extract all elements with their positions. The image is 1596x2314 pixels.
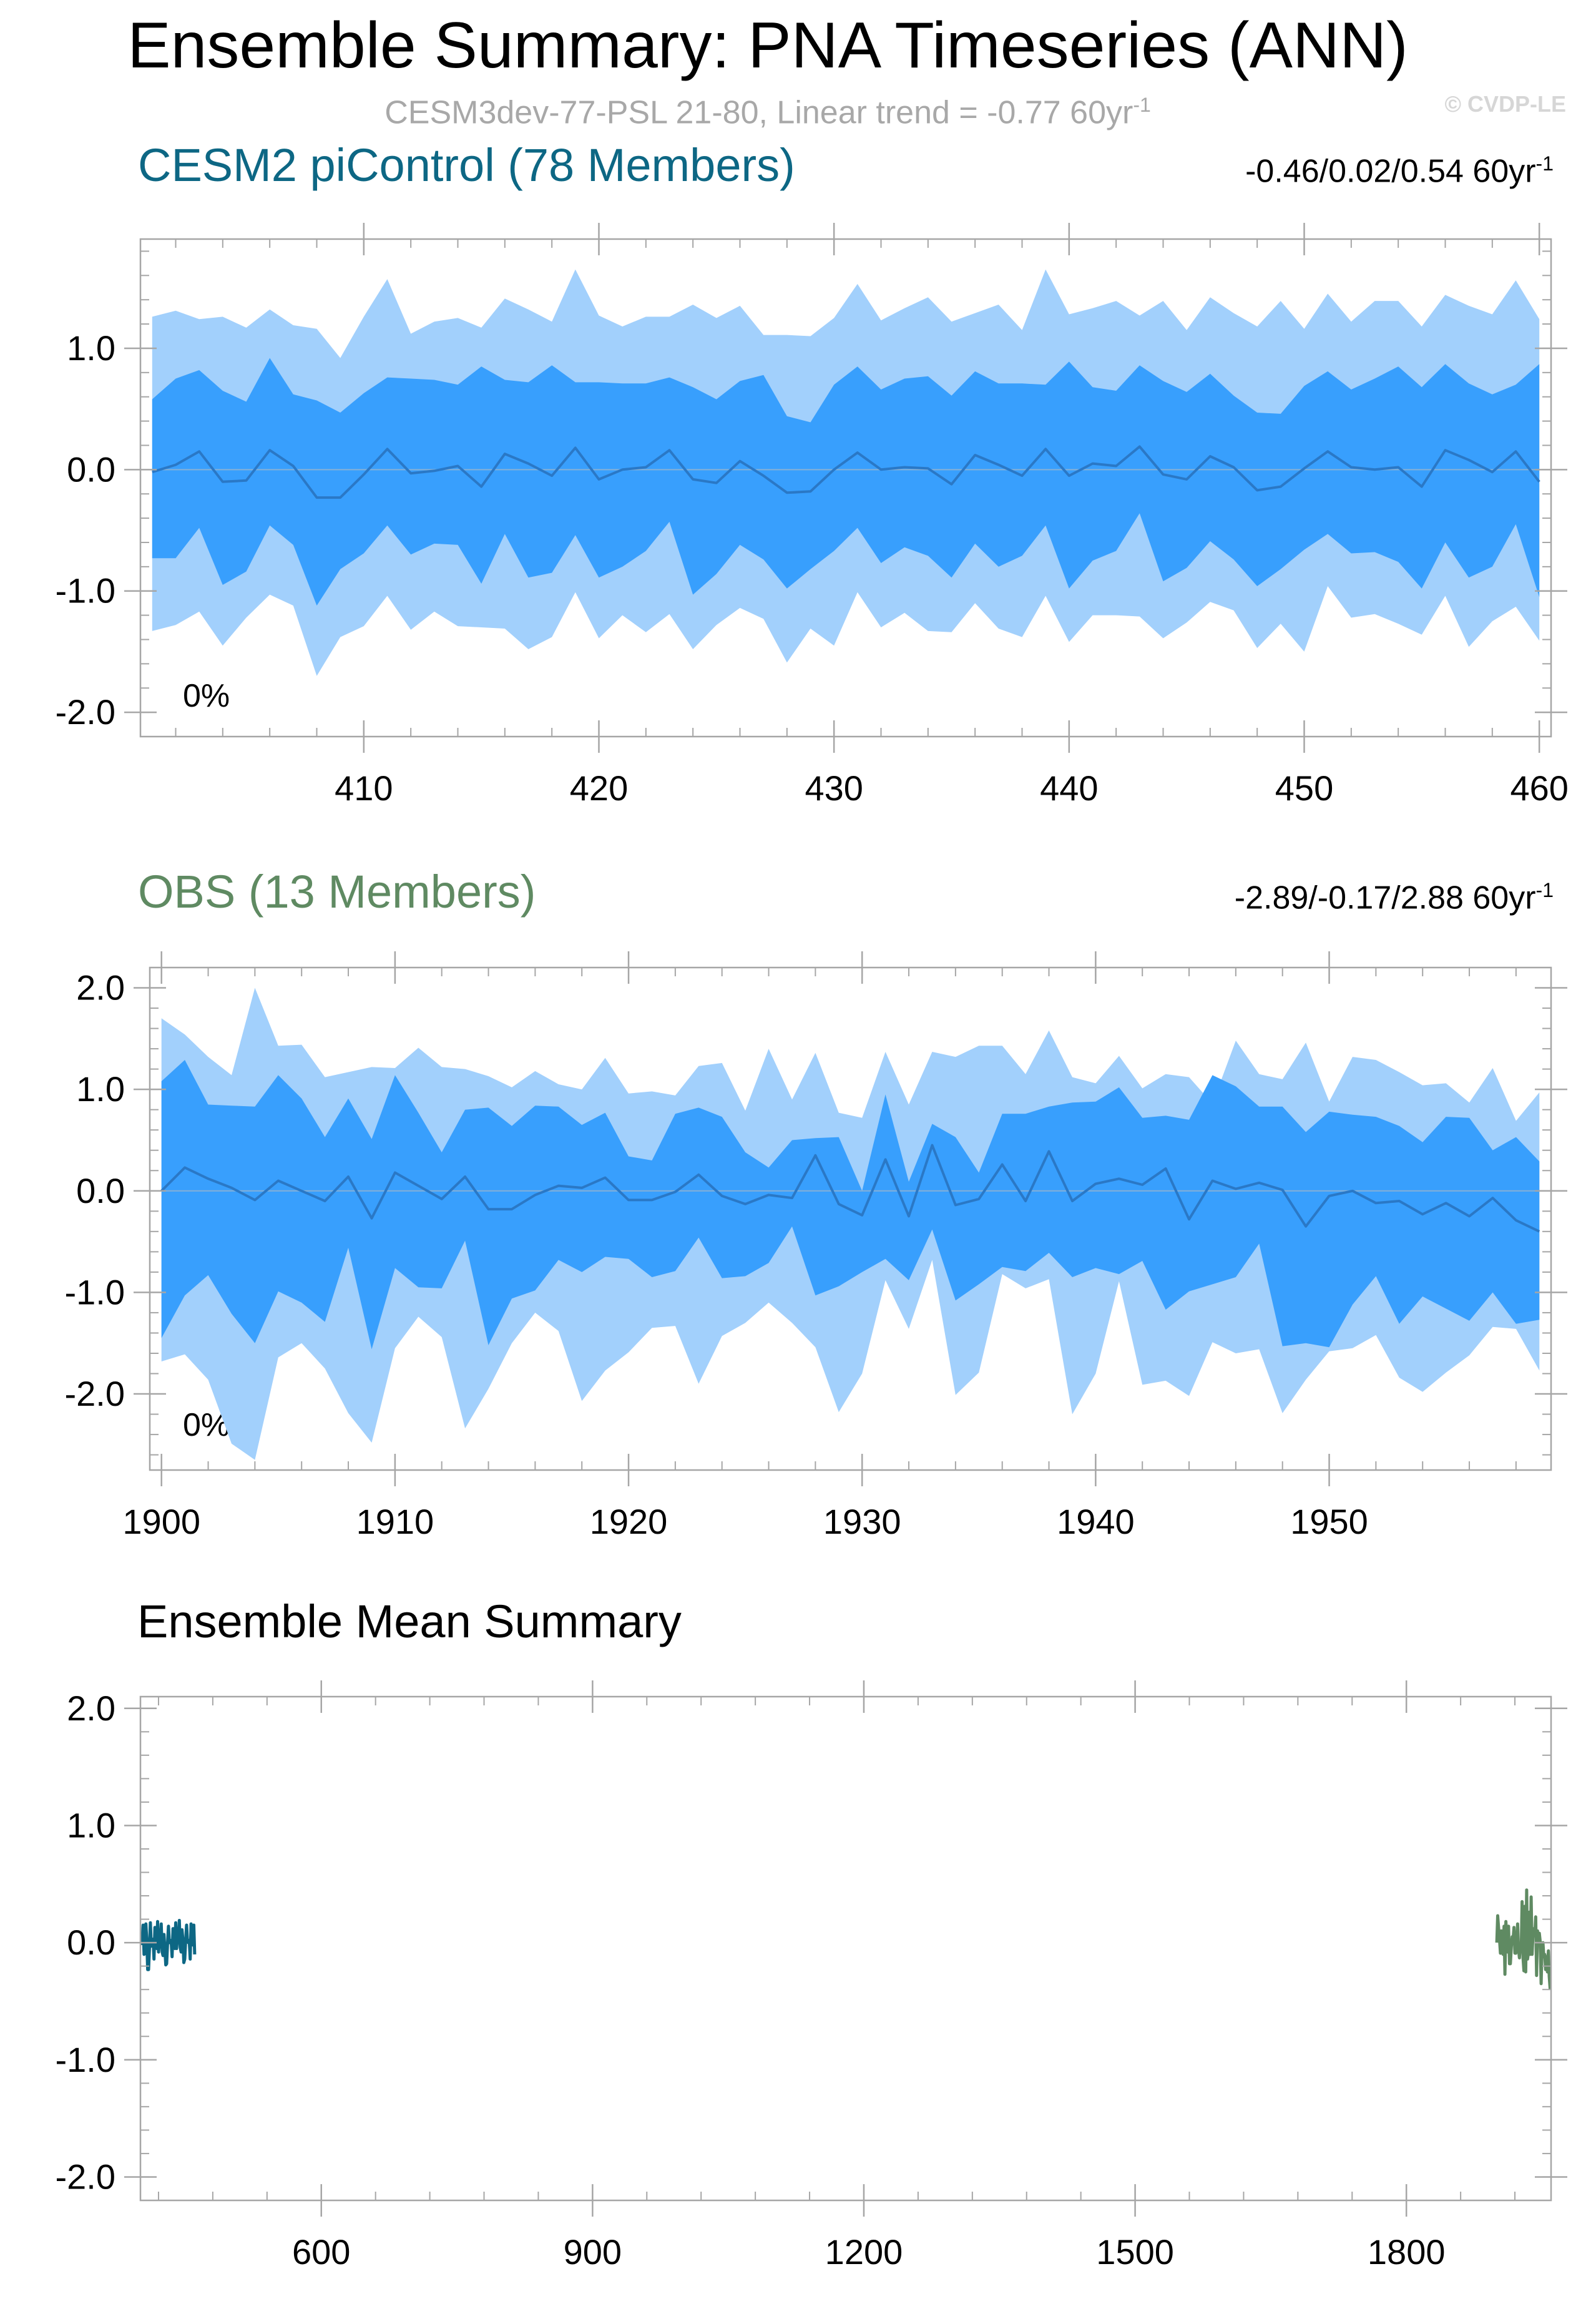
y-tick-label: 0.0 [76, 1171, 125, 1210]
panel1-title: CESM2 piControl (78 Members) [138, 139, 795, 191]
obs-ensemble-mean-line [1495, 1888, 1552, 1990]
x-tick-label: 430 [805, 768, 863, 808]
panel1-axes: 1.0 0.0 -1.0 -2.0 410 420 430 440 450 460 [56, 223, 1569, 808]
y-tick-label: -1.0 [56, 571, 116, 610]
x-tick-label: 420 [570, 768, 628, 808]
x-tick-label: 460 [1510, 768, 1568, 808]
panel3-plot [139, 1888, 1552, 1990]
y-tick-label: 0.0 [67, 1923, 115, 1962]
y-tick-label: -1.0 [65, 1272, 125, 1311]
figure-title: Ensemble Summary: PNA Timeseries (ANN) [127, 9, 1408, 82]
y-tick-label: -2.0 [56, 692, 116, 732]
y-tick-label: -2.0 [65, 1374, 125, 1413]
figure-subtitle: CESM3dev-77-PSL 21-80, Linear trend = -0… [0, 94, 1535, 131]
y-tick-label: -1.0 [56, 2040, 116, 2079]
panel2-trend-text: -2.89/-0.17/2.88 60yr [1234, 880, 1536, 916]
y-tick-label: 1.0 [76, 1069, 125, 1109]
panel1-percent-label: 0% [183, 678, 230, 714]
panel2-trend-exponent: -1 [1535, 879, 1554, 901]
x-tick-label: 440 [1040, 768, 1098, 808]
panel3-axes: 2.0 1.0 0.0 -1.0 -2.0 600 900 1200 1500 1800 [56, 1680, 1567, 2272]
subtitle-text: CESM3dev-77-PSL 21-80, Linear trend = -0… [384, 94, 1133, 131]
inner-spread-band [152, 358, 1540, 606]
panel2-axes: 2.0 1.0 0.0 -1.0 -2.0 1900 1910 1920 1930 1940 195… [65, 951, 1567, 1541]
panel1-trend-exponent: -1 [1535, 152, 1554, 175]
cesm2-ensemble-mean-line [139, 1919, 197, 1971]
panel3-frame [139, 1695, 1552, 2202]
panel1-trend: -0.46/0.02/0.54 60yr-1 [1245, 152, 1554, 190]
x-tick-label: 1900 [122, 1502, 200, 1541]
x-tick-label: 1930 [823, 1502, 901, 1541]
y-tick-label: 1.0 [67, 1805, 115, 1845]
x-tick-label: 1940 [1057, 1502, 1135, 1541]
panel2-frame [149, 966, 1552, 1471]
x-tick-label: 900 [564, 2232, 622, 2272]
panel1-plot [140, 269, 1551, 676]
panel1-frame [139, 238, 1552, 738]
panel1-trend-text: -0.46/0.02/0.54 60yr [1245, 153, 1536, 190]
copyright-notice: © CVDP-LE [1444, 91, 1566, 117]
panel2-plot [150, 988, 1551, 1460]
x-tick-label: 410 [335, 768, 393, 808]
y-tick-label: -2.0 [56, 2157, 116, 2196]
x-tick-label: 1920 [590, 1502, 668, 1541]
inner-spread-band [161, 1060, 1540, 1350]
y-tick-label: 2.0 [76, 968, 125, 1007]
x-tick-label: 1950 [1290, 1502, 1368, 1541]
x-tick-label: 1910 [356, 1502, 434, 1541]
panel2-title: OBS (13 Members) [138, 866, 536, 918]
y-tick-label: 0.0 [67, 449, 115, 489]
subtitle-exponent: -1 [1133, 94, 1151, 116]
y-tick-label: 1.0 [67, 328, 115, 368]
ensemble-median-line [152, 445, 1540, 499]
x-tick-label: 600 [292, 2232, 350, 2272]
y-tick-label: 2.0 [67, 1689, 115, 1728]
x-tick-label: 450 [1275, 768, 1333, 808]
x-tick-label: 1800 [1368, 2232, 1446, 2272]
panel3-title: Ensemble Mean Summary [137, 1596, 682, 1647]
panel2-trend: -2.89/-0.17/2.88 60yr-1 [1235, 879, 1554, 916]
x-tick-label: 1500 [1096, 2232, 1174, 2272]
ensemble-median-line [160, 1144, 1540, 1233]
x-tick-label: 1200 [825, 2232, 903, 2272]
